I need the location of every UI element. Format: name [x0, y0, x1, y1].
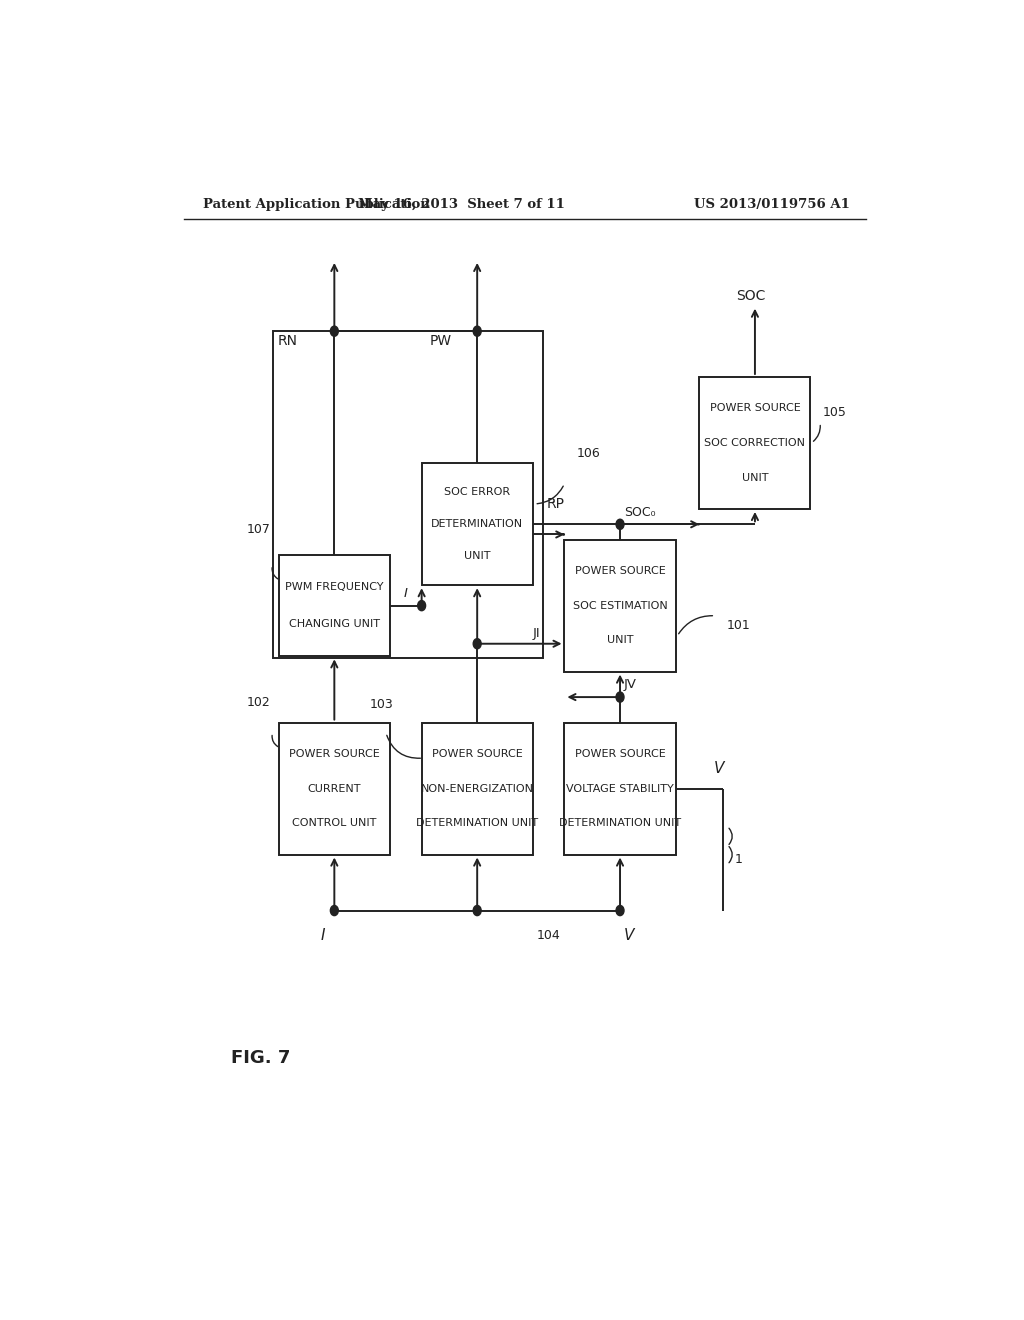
Text: Patent Application Publication: Patent Application Publication — [204, 198, 430, 211]
Text: 102: 102 — [247, 696, 270, 709]
Text: 106: 106 — [577, 446, 600, 459]
Text: DETERMINATION: DETERMINATION — [431, 519, 523, 529]
Text: FIG. 7: FIG. 7 — [231, 1049, 291, 1067]
FancyBboxPatch shape — [422, 463, 532, 585]
Text: SOC₀: SOC₀ — [624, 506, 655, 519]
Text: SOC CORRECTION: SOC CORRECTION — [705, 438, 806, 447]
FancyBboxPatch shape — [422, 722, 532, 854]
Text: CONTROL UNIT: CONTROL UNIT — [292, 818, 377, 829]
Text: SOC ERROR: SOC ERROR — [444, 487, 510, 498]
Text: PW: PW — [430, 334, 452, 348]
Circle shape — [616, 519, 624, 529]
Text: V: V — [714, 760, 724, 776]
Text: 101: 101 — [727, 619, 751, 632]
Text: I: I — [403, 587, 408, 599]
Text: May 16, 2013  Sheet 7 of 11: May 16, 2013 Sheet 7 of 11 — [357, 198, 565, 211]
Text: 103: 103 — [370, 698, 394, 710]
Text: UNIT: UNIT — [607, 635, 633, 645]
Circle shape — [331, 906, 338, 916]
Text: UNIT: UNIT — [464, 552, 490, 561]
Text: 1: 1 — [735, 853, 743, 866]
FancyBboxPatch shape — [279, 722, 390, 854]
Circle shape — [473, 326, 481, 337]
Text: DETERMINATION UNIT: DETERMINATION UNIT — [416, 818, 539, 829]
Text: RN: RN — [278, 334, 297, 348]
Text: JI: JI — [532, 627, 541, 640]
Text: POWER SOURCE: POWER SOURCE — [574, 748, 666, 759]
Text: US 2013/0119756 A1: US 2013/0119756 A1 — [694, 198, 850, 211]
Text: NON-ENERGIZATION: NON-ENERGIZATION — [421, 784, 534, 793]
Text: POWER SOURCE: POWER SOURCE — [574, 566, 666, 576]
Text: POWER SOURCE: POWER SOURCE — [289, 748, 380, 759]
Circle shape — [473, 639, 481, 649]
Text: POWER SOURCE: POWER SOURCE — [432, 748, 522, 759]
Circle shape — [418, 601, 426, 611]
Text: PWM FREQUENCY: PWM FREQUENCY — [285, 582, 384, 593]
Circle shape — [473, 906, 481, 916]
Text: DETERMINATION UNIT: DETERMINATION UNIT — [559, 818, 681, 829]
Text: VOLTAGE STABILITY: VOLTAGE STABILITY — [566, 784, 674, 793]
Text: SOC ESTIMATION: SOC ESTIMATION — [572, 601, 668, 611]
Text: SOC: SOC — [736, 289, 766, 302]
Text: 105: 105 — [822, 407, 846, 418]
Text: 107: 107 — [247, 523, 270, 536]
Text: V: V — [624, 928, 635, 944]
Text: CHANGING UNIT: CHANGING UNIT — [289, 619, 380, 628]
FancyBboxPatch shape — [564, 722, 676, 854]
Circle shape — [616, 906, 624, 916]
Text: UNIT: UNIT — [741, 473, 768, 483]
Text: POWER SOURCE: POWER SOURCE — [710, 403, 801, 413]
FancyBboxPatch shape — [699, 378, 811, 510]
Text: I: I — [321, 928, 325, 944]
Text: RP: RP — [546, 496, 564, 511]
FancyBboxPatch shape — [279, 554, 390, 656]
Circle shape — [616, 692, 624, 702]
Text: CURRENT: CURRENT — [307, 784, 361, 793]
Circle shape — [331, 326, 338, 337]
Text: 104: 104 — [537, 929, 560, 942]
FancyBboxPatch shape — [564, 540, 676, 672]
Text: JV: JV — [624, 678, 637, 692]
